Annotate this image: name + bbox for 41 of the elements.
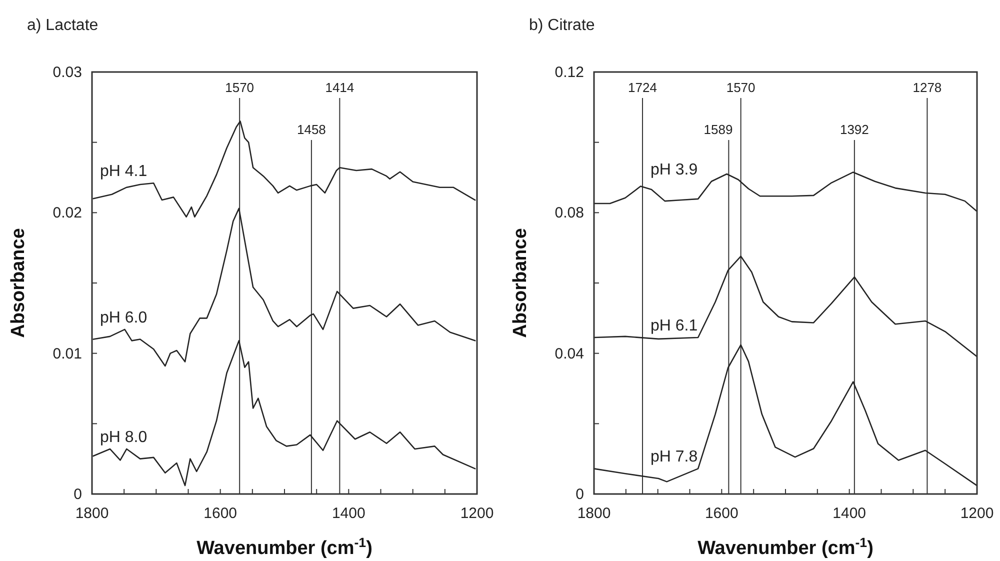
y-axis-title: Absorbance xyxy=(510,228,531,338)
y-tick-label: 0 xyxy=(74,486,82,503)
y-tick-label: 0.03 xyxy=(52,64,82,81)
line-series xyxy=(92,120,476,218)
ref-line-label: 1278 xyxy=(912,80,942,95)
y-tick-label: 0.12 xyxy=(554,64,584,81)
ref-line-label: 1392 xyxy=(840,122,869,137)
y-tick-label: 0.04 xyxy=(554,345,584,362)
x-tick-label: 1200 xyxy=(460,505,494,522)
line-series xyxy=(92,208,476,367)
x-axis-title: Wavenumber (cm$^{-1}$) xyxy=(698,534,874,559)
chart-title: a) Lactate xyxy=(27,17,98,34)
ref-line-label: 1589 xyxy=(704,122,733,137)
line-series xyxy=(593,344,978,486)
x-tick-label: 1400 xyxy=(332,505,366,522)
x-tick-label: 1200 xyxy=(960,505,994,522)
line-series xyxy=(92,340,476,486)
x-tick-label: 1600 xyxy=(704,505,738,522)
ref-line-label: 1570 xyxy=(726,80,756,95)
series-label: pH 4.1 xyxy=(100,163,148,180)
ref-line-label: 1724 xyxy=(628,80,657,95)
series-label: pH 8.0 xyxy=(100,428,148,446)
line-series xyxy=(593,256,978,357)
ref-line-label: 1414 xyxy=(325,80,354,95)
series-label: pH 3.9 xyxy=(650,161,698,178)
chart-title: b) Citrate xyxy=(529,17,595,34)
x-axis-title: Wavenumber (cm$^{-1}$) xyxy=(196,534,372,559)
series-label: pH 7.8 xyxy=(650,448,698,466)
x-tick-label: 1800 xyxy=(577,505,611,522)
x-tick-label: 1400 xyxy=(832,505,866,522)
ref-line-label: 1570 xyxy=(225,80,254,95)
y-axis-title: Absorbance xyxy=(8,228,29,338)
series-label: pH 6.1 xyxy=(650,318,698,335)
ref-line-label: 1458 xyxy=(296,122,326,137)
y-tick-label: 0.02 xyxy=(52,204,82,222)
series-label: pH 6.0 xyxy=(100,309,148,326)
x-tick-label: 1800 xyxy=(75,505,109,522)
y-tick-label: 0.08 xyxy=(554,204,584,222)
y-tick-label: 0 xyxy=(576,486,584,503)
y-tick-label: 0.01 xyxy=(52,345,82,362)
x-tick-label: 1600 xyxy=(204,505,238,522)
